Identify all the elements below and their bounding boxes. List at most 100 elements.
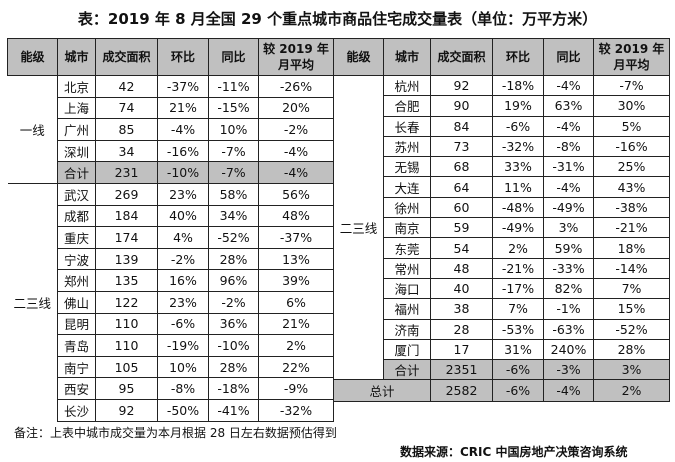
table-row: 济南 28 -53% -63% -52% xyxy=(334,318,670,340)
city-cell: 海口 xyxy=(383,277,431,300)
yoy-cell: 82% xyxy=(543,277,594,300)
city-cell: 济南 xyxy=(383,318,431,340)
city-cell: 昆明 xyxy=(57,312,96,336)
area-cell: 38 xyxy=(430,298,493,320)
table-row: 海口 40 -17% 82% 7% xyxy=(334,277,670,300)
table-right: 能级 城市 成交面积 环比 同比较 2019 年 月平均 二三线 杭州 92 -18% -4% -7… xyxy=(333,38,670,403)
yoy-cell: 36% xyxy=(208,312,259,336)
column-header: 同比 xyxy=(208,38,259,76)
mom-cell: 19% xyxy=(492,95,544,117)
city-cell: 合计 xyxy=(57,161,96,184)
table-row: 常州 48 -21% -33% -14% xyxy=(334,257,670,279)
vs-avg-cell: -9% xyxy=(258,377,334,400)
city-cell: 南宁 xyxy=(57,355,96,379)
vs-avg-cell: 21% xyxy=(258,312,334,336)
city-cell: 大连 xyxy=(383,176,431,198)
mom-cell: -50% xyxy=(157,398,209,422)
column-header: 较 2019 年 月平均 xyxy=(258,38,334,76)
vs-avg-cell: 48% xyxy=(258,204,334,228)
total-row: 总计 2582 -6% -4% 2% xyxy=(333,379,670,403)
city-cell: 长沙 xyxy=(57,398,96,422)
yoy-cell: 28% xyxy=(208,247,259,271)
mom-cell: -6% xyxy=(157,312,209,336)
table-row: 重庆 174 4% -52% -37% xyxy=(8,226,334,249)
mom-cell: -49% xyxy=(492,217,544,239)
mom-cell: 11% xyxy=(492,176,544,198)
vs-avg-cell: 30% xyxy=(593,95,670,117)
area-cell: 68 xyxy=(430,156,493,178)
yoy-cell: -4% xyxy=(543,379,594,403)
yoy-cell: 96% xyxy=(208,269,259,292)
header-row: 能级 城市 成交面积 环比 同比较 2019 年 月平均 xyxy=(333,38,670,76)
table-row: 深圳 34 -16% -7% -4% xyxy=(8,139,334,163)
yoy-cell: -63% xyxy=(543,318,594,340)
area-cell: 85 xyxy=(95,118,158,141)
mom-cell: 33% xyxy=(492,156,544,178)
mom-cell: -2% xyxy=(157,247,209,271)
table-title: 表：2019 年 8 月全国 29 个重点城市商品住宅成交量表（单位：万平方米） xyxy=(77,10,598,28)
yoy-cell: -7% xyxy=(208,161,259,184)
mom-cell: -10% xyxy=(157,161,209,184)
mom-cell: -37% xyxy=(157,75,209,98)
city-cell: 北京 xyxy=(57,75,96,98)
city-cell: 南京 xyxy=(383,217,431,239)
yoy-cell: 59% xyxy=(543,237,594,259)
area-cell: 139 xyxy=(95,247,158,271)
yoy-cell: -11% xyxy=(208,75,259,98)
yoy-cell: -3% xyxy=(543,359,594,381)
total-label: 总计 xyxy=(333,379,431,403)
area-cell: 17 xyxy=(430,338,493,361)
mom-cell: 31% xyxy=(492,338,544,361)
city-cell: 郑州 xyxy=(57,269,96,292)
yoy-cell: 10% xyxy=(208,118,259,141)
vs-avg-cell: 5% xyxy=(593,115,670,137)
yoy-cell: -49% xyxy=(543,196,594,219)
tier-label: 二三线 xyxy=(7,182,58,421)
area-cell: 48 xyxy=(430,257,493,279)
vs-avg-cell: -38% xyxy=(593,196,670,219)
vs-avg-cell: 2% xyxy=(258,334,334,357)
table-left: 能级 城市 成交面积 环比 同比较 2019 年 月平均 一线 北京 42 -37% -11% -2… xyxy=(7,38,334,422)
column-header: 环比 xyxy=(157,38,209,76)
yoy-cell: 28% xyxy=(208,355,259,379)
vs-avg-cell: 18% xyxy=(593,237,670,259)
subtotal-row: 合计 231 -10% -7% -4% xyxy=(7,161,334,184)
data-source: 数据来源：CRIC 中国房地产决策咨询系统 xyxy=(400,445,628,459)
mom-cell: 40% xyxy=(157,204,209,228)
city-cell: 无锡 xyxy=(383,156,431,178)
area-cell: 110 xyxy=(95,334,158,357)
table-row: 宁波 139 -2% 28% 13% xyxy=(8,247,334,271)
table-row: 福州 38 7% -1% 15% xyxy=(334,298,670,320)
area-cell: 84 xyxy=(430,115,493,137)
vs-avg-cell: 15% xyxy=(593,298,670,320)
footnote: 备注：上表中城市成交量为本月根据 28 日左右数据预估得到 xyxy=(14,426,337,440)
yoy-cell: 240% xyxy=(543,338,594,361)
mom-cell: 2% xyxy=(492,237,544,259)
city-cell: 广州 xyxy=(57,118,96,141)
area-cell: 73 xyxy=(430,135,493,158)
table-row: 合肥 90 19% 63% 30% xyxy=(334,95,670,117)
table-row: 南京 59 -49% 3% -21% xyxy=(334,217,670,239)
yoy-cell: -10% xyxy=(208,334,259,357)
column-header: 环比 xyxy=(492,38,544,76)
yoy-cell: -33% xyxy=(543,257,594,279)
table-row: 二三线 杭州 92 -18% -4% -7% xyxy=(333,74,670,380)
area-cell: 231 xyxy=(95,161,158,184)
area-cell: 184 xyxy=(95,204,158,228)
vs-avg-cell: 25% xyxy=(593,156,670,178)
vs-avg-cell: -26% xyxy=(258,75,334,98)
vs-avg-cell: -4% xyxy=(258,161,334,184)
table-row: 苏州 73 -32% -8% -16% xyxy=(334,135,670,158)
mom-cell: -6% xyxy=(492,379,544,403)
city-cell: 上海 xyxy=(57,96,96,120)
mom-cell: -18% xyxy=(492,74,544,97)
vs-avg-cell: -52% xyxy=(593,318,670,340)
city-cell: 重庆 xyxy=(57,226,96,249)
city-cell: 深圳 xyxy=(57,139,96,163)
table-row: 无锡 68 33% -31% 25% xyxy=(334,156,670,178)
table-row: 郑州 135 16% 96% 39% xyxy=(8,269,334,292)
area-cell: 74 xyxy=(95,96,158,120)
column-header: 能级 xyxy=(333,38,384,76)
yoy-cell: -1% xyxy=(543,298,594,320)
city-cell: 东莞 xyxy=(383,237,431,259)
